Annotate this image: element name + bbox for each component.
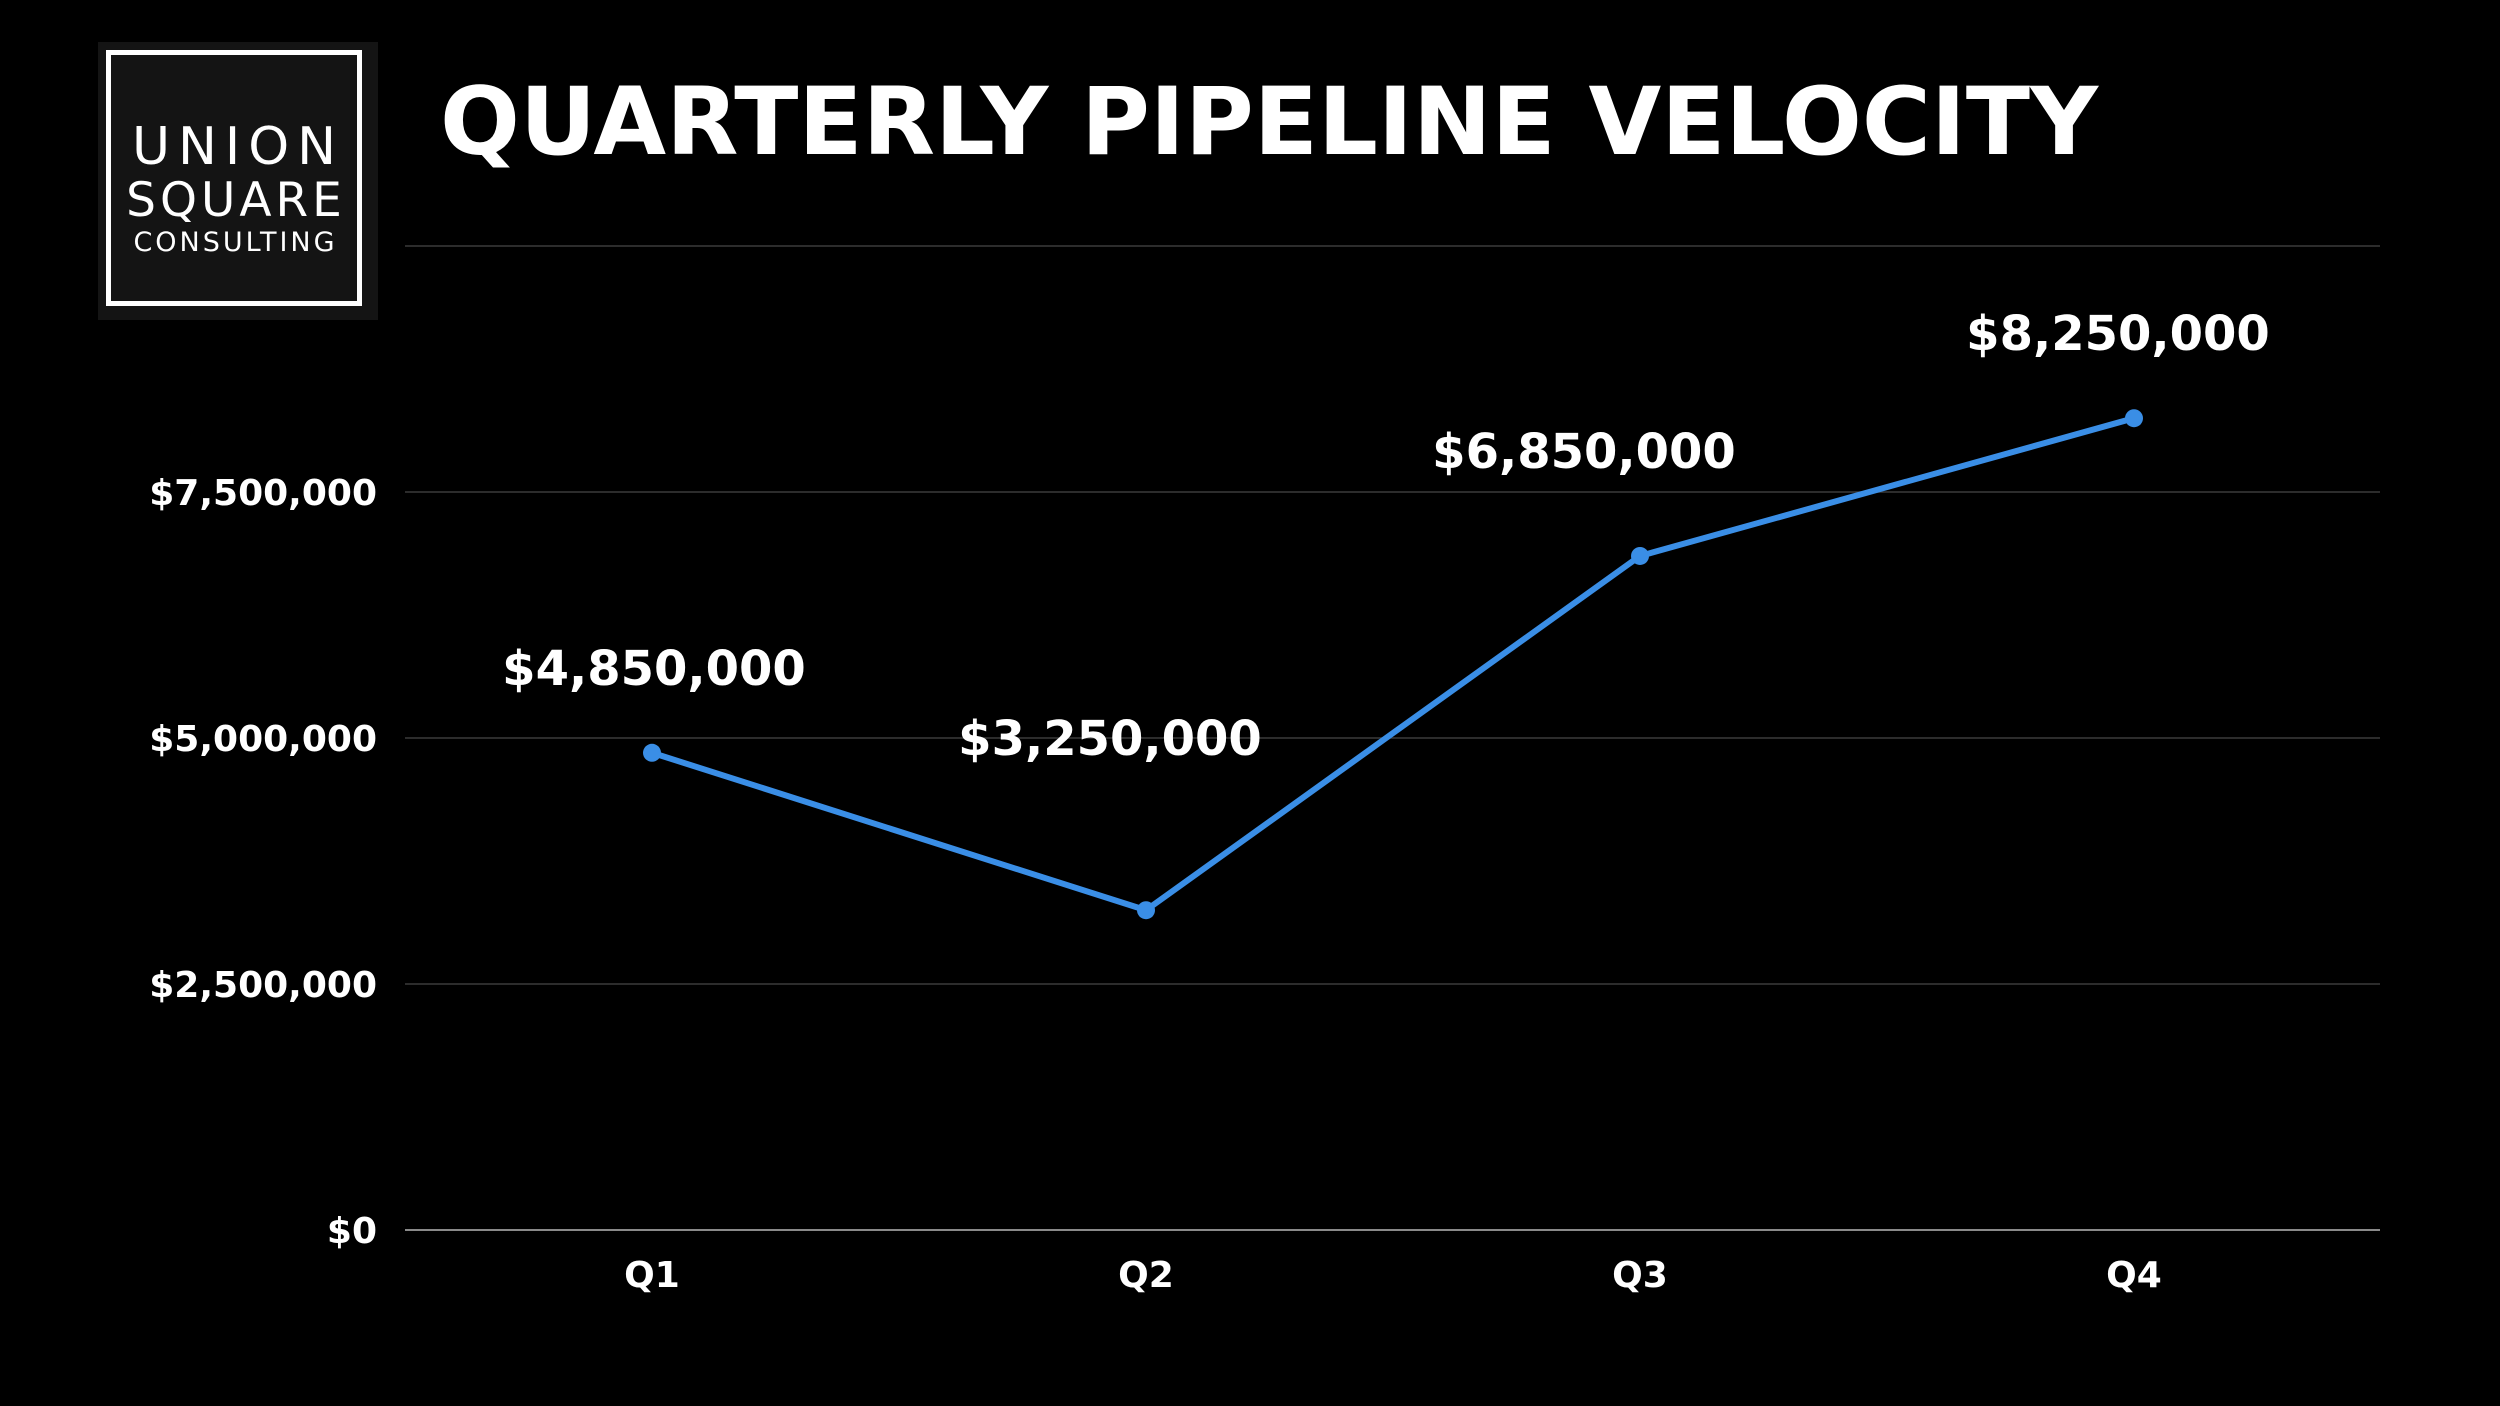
y-tick-label: $7,500,000 (149, 473, 377, 514)
data-point (2125, 409, 2143, 428)
y-tick-label: $5,000,000 (149, 719, 377, 760)
y-tick-label: $0 (327, 1211, 377, 1252)
data-point (1631, 546, 1649, 565)
x-tick-label: Q3 (1612, 1255, 1668, 1296)
y-tick-label: $2,500,000 (149, 965, 377, 1006)
company-logo: UNION SQUARE CONSULTING (106, 50, 362, 306)
logo-line-union: UNION (131, 117, 345, 177)
data-point (643, 743, 661, 762)
chart-title: QUARTERLY PIPELINE VELOCITY (440, 68, 2099, 177)
data-label: $8,250,000 (1966, 306, 2270, 362)
data-point (1137, 901, 1155, 920)
data-label: $4,850,000 (502, 641, 806, 697)
x-tick-label: Q4 (2106, 1255, 2162, 1296)
data-label: $6,850,000 (1432, 424, 1736, 480)
x-tick-label: Q2 (1118, 1255, 1174, 1296)
series-line (649, 415, 2137, 914)
logo-line-consulting: CONSULTING (133, 227, 338, 258)
x-tick-label: Q1 (624, 1255, 680, 1296)
data-label: $3,250,000 (958, 711, 1262, 767)
logo-line-square: SQUARE (126, 173, 346, 228)
